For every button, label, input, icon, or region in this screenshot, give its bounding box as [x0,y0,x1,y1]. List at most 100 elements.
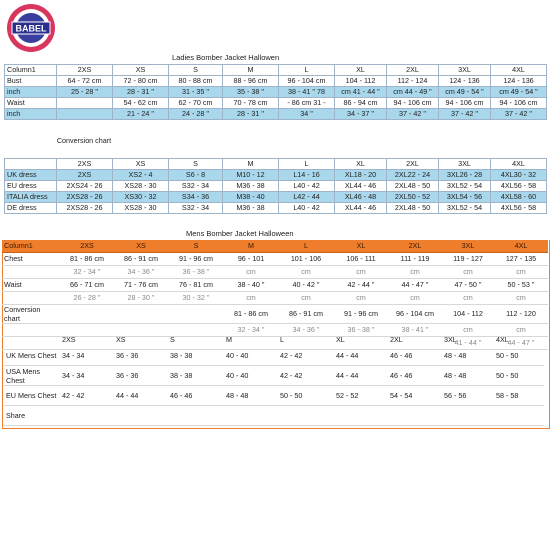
table-cell: 2XL50 - 52 [386,191,439,203]
mens-title: Mens Bomber Jacket Halloween [186,229,294,238]
table-cell: 32 - 34 " [224,323,278,337]
table-cell: cm [494,265,548,279]
table-cell: 124 - 136 [490,75,547,87]
table-cell: EU dress [4,180,57,192]
table-cell: Chest [2,252,60,266]
table-cell: cm [278,291,334,305]
table-cell: 38 - 40 " [224,278,278,292]
table-row: 26 - 28 " 28 - 30 " 30 - 32 " cm cm cm cm cm cm [2,291,548,305]
table-cell: 36 - 36 [114,365,168,386]
table-cell: 104 - 112 [442,304,494,324]
table-cell: DE dress [4,202,57,214]
ladies-title: Ladies Bomber Jacket Hallowen [172,53,280,62]
table-cell: 38 - 38 [168,346,224,366]
table-cell [114,405,168,426]
table-cell: 30 - 32 " [168,291,224,305]
header-cell: XS [112,64,169,76]
table-cell: 42 - 42 [278,365,334,386]
header-cell: S [168,158,223,170]
table-cell: 56 - 56 [442,385,494,406]
table-cell [114,304,168,324]
table-cell: 37 - 42 " [490,108,547,120]
table-cell: 101 - 106 [278,252,334,266]
table-cell: 4XL56 - 58 [490,202,547,214]
table-row: UK dress 2XS XS2 - 4 S6 - 8 M10 - 12 L14 - 16… [4,169,547,181]
table-cell: cm [388,265,442,279]
table-cell [56,97,113,109]
header-cell: XS [112,158,169,170]
mens-size-table: Column1 2XS XS S M L XL 2XL 3XL 4XL Chest 81 - 86 c… [2,240,548,350]
table-header-row: 2XS XS S M L XL 2XL 3XL 4XL [4,158,547,170]
table-cell: 46 - 46 [388,346,442,366]
header-cell [4,158,57,170]
table-cell: 3XL52 - 54 [438,202,491,214]
table-cell: 96 - 104 cm [388,304,442,324]
table-cell: 91 - 96 cm [334,304,388,324]
header-cell: L [280,335,284,344]
table-cell: 48 - 48 [442,346,494,366]
header-cell: S [168,240,224,253]
table-cell [60,304,114,324]
table-cell: 31 - 35 " [168,86,223,98]
table-cell: 42 - 42 [278,346,334,366]
table-cell: 4XL56 - 58 [490,180,547,192]
table-cell: 54 - 54 [388,385,442,406]
table-cell: 36 - 38 " [334,323,388,337]
ladies-conversion-table: 2XS XS S M L XL 2XL 3XL 4XL UK dress 2XS XS2 - 4 S6 … [4,158,547,214]
conversion-chart-label: Conversion chart [56,136,112,145]
table-cell: 2XL22 - 24 [386,169,439,181]
table-row: Waist 66 - 71 cm 71 - 76 cm 76 - 81 cm 38 - … [2,278,548,292]
table-cell [494,405,544,426]
table-cell: 86 - 91 cm [278,304,334,324]
table-cell: 46 - 46 [168,385,224,406]
table-cell: XS2 - 4 [112,169,169,181]
header-cell: XS [116,335,126,344]
table-cell: EU Mens Chest [4,385,60,406]
table-row: Bust 64 - 72 cm 72 - 80 cm 80 - 88 cm 88 - 9… [4,75,547,87]
table-cell [2,265,60,279]
table-cell: 86 - 91 cm [114,252,168,266]
table-cell: L42 - 44 [278,191,335,203]
table-cell: UK dress [4,169,57,181]
table-cell: 47 - 50 " [442,278,494,292]
table-cell: 70 - 78 cm [222,97,279,109]
table-row: EU Mens Chest 42 - 42 44 - 44 46 - 46 48 - 4… [4,385,544,406]
table-cell: 34 - 34 [60,346,114,366]
table-row: 32 - 34 " 34 - 36 " 36 - 38 " cm cm cm cm cm cm [2,265,548,279]
table-cell: 46 - 46 [388,365,442,386]
table-cell: 81 - 86 cm [60,252,114,266]
table-cell: 2XS28 - 26 [56,191,113,203]
table-cell: 4XL30 - 32 [490,169,547,181]
table-cell: 24 - 28 " [168,108,223,120]
table-cell: 94 - 106 cm [386,97,439,109]
table-cell [442,405,494,426]
table-cell: L14 - 16 [278,169,335,181]
table-cell: 40 - 40 [224,365,278,386]
table-cell: 34 - 36 " [278,323,334,337]
table-cell: Waist [4,97,57,109]
header-cell: M [226,335,232,344]
table-cell: 76 - 81 cm [168,278,224,292]
brand-logo: BABEL [7,4,55,52]
table-row: USA Mens Chest 34 - 34 36 - 36 38 - 38 40 - … [4,365,544,386]
table-cell: Share [4,405,60,426]
table-cell: 50 - 50 [278,385,334,406]
table-header-row: 2XS XS S M L XL 2XL 3XL 4XL [4,334,544,346]
table-cell [278,405,334,426]
table-cell: 44 - 44 [334,346,388,366]
table-row: ITALIA dress 2XS28 - 26 XS30 - 32 S34 - 36 M… [4,191,547,203]
table-cell: M10 - 12 [222,169,279,181]
table-cell: 64 - 72 cm [56,75,113,87]
table-row: inch 21 - 24 " 24 - 28 " 28 - 31 " 34 " 34 - … [4,108,547,120]
table-cell [56,108,113,120]
mens-conversion-table: 2XS XS S M L XL 2XL 3XL 4XL UK Mens Chest 34 - 34 3… [4,334,544,426]
table-cell: 28 - 31 " [112,86,169,98]
table-cell: 38 - 41 " 78 [278,86,335,98]
table-cell [168,304,224,324]
header-cell: 2XL [386,158,439,170]
table-cell: cm [442,291,494,305]
table-cell: 112 - 120 [494,304,548,324]
header-cell: 4XL [496,335,509,344]
table-cell: 2XL48 - 50 [386,180,439,192]
header-cell: 3XL [442,240,494,253]
